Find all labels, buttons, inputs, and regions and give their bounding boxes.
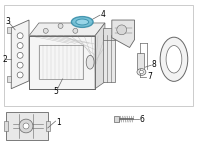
Bar	[103, 35, 115, 82]
Bar	[7, 27, 11, 33]
Polygon shape	[103, 28, 115, 40]
Bar	[4, 5, 193, 106]
Circle shape	[17, 52, 23, 58]
Bar	[4, 121, 8, 131]
Ellipse shape	[166, 46, 182, 73]
Ellipse shape	[137, 69, 146, 75]
Circle shape	[58, 24, 63, 28]
Circle shape	[117, 25, 127, 35]
Ellipse shape	[71, 17, 93, 27]
Polygon shape	[95, 23, 105, 89]
Circle shape	[17, 72, 23, 78]
Circle shape	[19, 119, 33, 133]
Bar	[137, 53, 144, 69]
Circle shape	[17, 43, 23, 49]
Polygon shape	[112, 20, 135, 47]
Bar	[7, 76, 11, 82]
Circle shape	[17, 62, 23, 68]
Bar	[46, 121, 50, 131]
Bar	[39, 45, 83, 79]
Ellipse shape	[76, 19, 89, 25]
Circle shape	[73, 28, 78, 33]
Polygon shape	[29, 36, 95, 89]
Ellipse shape	[160, 37, 188, 81]
Text: 4: 4	[101, 10, 105, 19]
Ellipse shape	[139, 70, 143, 74]
Text: 3: 3	[6, 16, 11, 26]
Text: 1: 1	[56, 118, 61, 127]
Polygon shape	[11, 20, 29, 89]
Circle shape	[43, 28, 48, 33]
Text: 2: 2	[3, 55, 8, 64]
Ellipse shape	[86, 55, 94, 69]
Bar	[114, 116, 119, 122]
Text: 5: 5	[53, 87, 58, 96]
Bar	[6, 112, 48, 140]
Text: 7: 7	[147, 72, 152, 81]
Circle shape	[17, 33, 23, 39]
Polygon shape	[29, 23, 105, 36]
Text: 8: 8	[152, 60, 157, 69]
Circle shape	[23, 123, 29, 129]
Text: 6: 6	[140, 115, 145, 124]
